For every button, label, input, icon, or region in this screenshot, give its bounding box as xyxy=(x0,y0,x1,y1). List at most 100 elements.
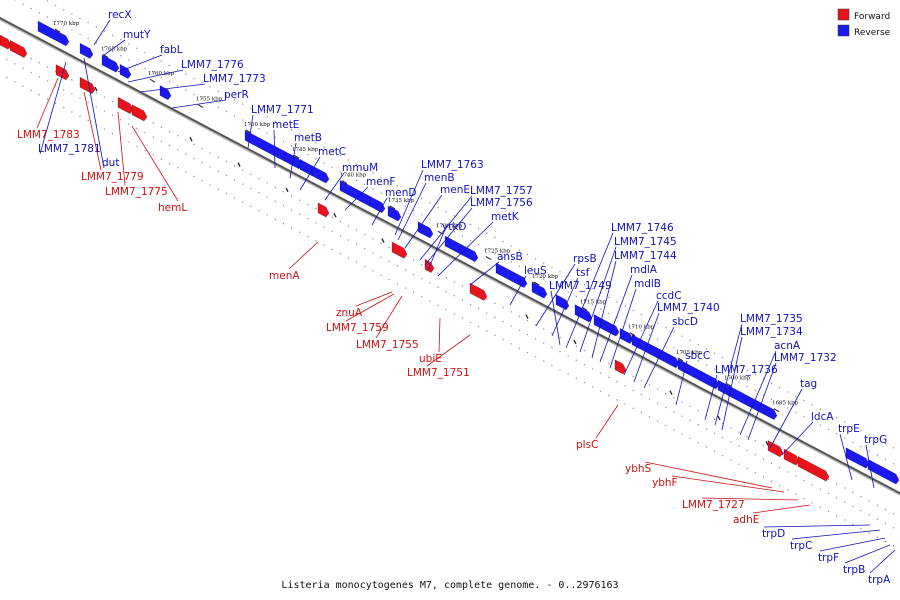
tick-label: 1695 kbp xyxy=(772,401,799,407)
label-leader xyxy=(644,461,773,489)
gene-label-reverse: LMM7_1756 xyxy=(470,197,533,209)
gene-label-reverse: LMM7_1749 xyxy=(549,280,612,292)
gene-label-forward: ubiE xyxy=(419,353,442,365)
gene-label-forward: LMM7_1759 xyxy=(326,322,389,334)
tick-label: 1755 kbp xyxy=(196,97,223,103)
tick-mark xyxy=(293,154,300,159)
reverse-gene xyxy=(387,205,402,222)
tick-label: 1745 kbp xyxy=(292,147,319,153)
label-leader xyxy=(714,323,743,426)
gene-label-reverse: trpA xyxy=(868,574,891,586)
label-leader xyxy=(781,421,814,456)
label-leader xyxy=(791,529,881,540)
gene-label-reverse: LMM7_1744 xyxy=(614,250,677,262)
forward-gene xyxy=(469,282,488,301)
gene-label-reverse: LMM7_1745 xyxy=(614,236,677,248)
tick-label: 1740 kbp xyxy=(340,173,367,179)
forward-gene xyxy=(797,455,830,482)
tick-mark-lower xyxy=(525,314,529,319)
forward-gene xyxy=(767,440,784,458)
label-leader xyxy=(739,350,777,436)
label-leader xyxy=(127,69,184,83)
gene-label-reverse: trpG xyxy=(864,434,887,446)
label-leader xyxy=(299,156,321,191)
gene-label-reverse: recX xyxy=(108,9,132,21)
forward-gene xyxy=(614,359,627,375)
reverse-gene xyxy=(159,84,172,101)
tick-label: 1750 kbp xyxy=(244,122,271,128)
reverse-gene xyxy=(631,334,680,369)
reverse-gene xyxy=(79,42,94,59)
label-leader xyxy=(83,91,102,171)
label-leader xyxy=(747,362,777,441)
gene-label-reverse: acnA xyxy=(774,340,801,352)
label-leader xyxy=(865,444,875,489)
label-leader xyxy=(424,207,473,266)
gene-label-reverse: LMM7_1734 xyxy=(740,326,803,338)
gene-label-forward: ybhS xyxy=(625,463,652,475)
label-leader xyxy=(599,274,633,363)
label-leader xyxy=(819,537,886,552)
gene-label-reverse: trpE xyxy=(838,423,860,435)
label-leader xyxy=(426,334,471,367)
label-leader xyxy=(324,172,345,201)
label-leader xyxy=(609,288,637,369)
tick-label: 1735 kbp xyxy=(388,198,415,204)
gene-label-forward: ybhF xyxy=(652,477,678,489)
genome-backbone xyxy=(0,16,900,495)
forward-gene xyxy=(131,104,148,122)
legend-swatch xyxy=(837,8,850,21)
gene-label-forward: LMM7_1779 xyxy=(81,171,144,183)
gene-label-reverse: mmuM xyxy=(342,162,378,174)
reverse-gene xyxy=(531,281,548,299)
gene-label-forward: znuA xyxy=(336,307,363,319)
tick-label: 1700 kbp xyxy=(724,375,751,381)
label-leader xyxy=(763,524,871,528)
gene-label-reverse: LMM7_1732 xyxy=(774,352,837,364)
forward-gene xyxy=(783,448,800,466)
tick-mark xyxy=(629,332,636,337)
label-leader xyxy=(643,326,675,389)
gene-label-reverse: tsf xyxy=(576,267,590,279)
label-leader xyxy=(675,360,688,406)
label-leader xyxy=(427,231,445,271)
label-leader xyxy=(704,374,718,421)
gene-label-reverse: sbcD xyxy=(672,316,698,328)
label-leader xyxy=(550,290,561,346)
label-leader xyxy=(551,277,579,337)
gene-label-reverse: fabL xyxy=(160,44,183,56)
reverse-gene xyxy=(311,165,330,184)
guide-track-3 xyxy=(0,55,900,532)
label-leader xyxy=(579,246,617,353)
tick-label: 1730 kbp xyxy=(436,223,463,229)
guide-track-1 xyxy=(13,0,900,468)
gene-label-reverse: rpsB xyxy=(573,253,597,265)
gene-label-reverse: trpC xyxy=(790,540,812,552)
reverse-gene xyxy=(495,262,528,289)
tick-mark xyxy=(485,256,492,261)
label-leader xyxy=(375,295,403,339)
gene-label-reverse: LMM7_1746 xyxy=(611,222,674,234)
tick-mark-lower xyxy=(189,136,193,142)
tick-mark-lower xyxy=(717,415,721,421)
label-leader xyxy=(404,194,443,249)
label-leader xyxy=(839,433,853,481)
gene-label-reverse: mdlB xyxy=(634,278,661,290)
tick-mark-lower xyxy=(285,187,289,193)
reverse-gene xyxy=(444,235,479,263)
gene-label-reverse: mdlA xyxy=(630,264,658,276)
reverse-gene xyxy=(763,403,778,421)
gene-label-reverse: menE xyxy=(440,184,470,196)
gene-label-reverse: menD xyxy=(385,187,416,199)
label-leader xyxy=(633,312,660,383)
tick-mark xyxy=(341,180,348,185)
gene-label-reverse: LMM7_1771 xyxy=(251,104,314,116)
label-leader xyxy=(869,549,896,574)
gene-label-reverse: ccdC xyxy=(656,290,682,302)
label-leader xyxy=(397,182,427,241)
label-leader xyxy=(769,388,803,449)
gene-label-reverse: LMM7_1740 xyxy=(657,302,720,314)
legend-swatch xyxy=(837,24,850,37)
label-leader xyxy=(419,195,473,261)
